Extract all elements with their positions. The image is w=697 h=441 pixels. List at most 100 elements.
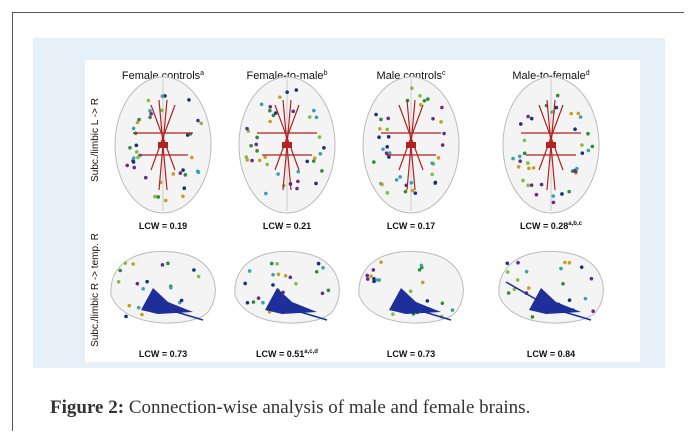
node-dot bbox=[430, 161, 434, 165]
node-dot bbox=[381, 147, 385, 151]
node-dot bbox=[284, 274, 288, 278]
node-dot bbox=[530, 117, 534, 121]
node-dot bbox=[308, 115, 312, 119]
node-dot bbox=[171, 172, 175, 176]
node-dot bbox=[386, 117, 390, 121]
node-dot bbox=[580, 265, 584, 269]
node-dot bbox=[264, 192, 268, 196]
node-dot bbox=[431, 117, 435, 121]
lcw-sup: a,c,d bbox=[304, 349, 318, 355]
node-dot bbox=[124, 261, 128, 265]
node-dot bbox=[319, 152, 323, 156]
lcw-label: LCW = 0.17 bbox=[387, 221, 435, 231]
node-dot bbox=[521, 179, 525, 183]
node-dot bbox=[132, 166, 136, 170]
node-dot bbox=[387, 135, 391, 139]
node-dot bbox=[313, 156, 317, 160]
lcw-value: LCW = 0.21 bbox=[263, 221, 311, 231]
node-dot bbox=[252, 300, 256, 304]
figure: Female controlsaFemale-to-malebMale cont… bbox=[0, 0, 697, 441]
node-dot bbox=[418, 94, 422, 98]
node-dot bbox=[161, 94, 165, 98]
node-dot bbox=[294, 282, 298, 286]
node-dot bbox=[527, 167, 531, 171]
node-dot bbox=[265, 163, 269, 167]
node-dot bbox=[246, 301, 250, 305]
node-dot bbox=[249, 144, 253, 148]
node-dot bbox=[161, 263, 165, 267]
node-dot bbox=[551, 194, 555, 198]
node-dot bbox=[137, 306, 141, 310]
node-dot bbox=[387, 155, 391, 159]
node-dot bbox=[118, 269, 122, 273]
node-dot bbox=[255, 136, 259, 140]
node-dot bbox=[164, 199, 168, 203]
node-dot bbox=[442, 132, 446, 136]
node-dot bbox=[506, 270, 510, 274]
node-dot bbox=[166, 262, 170, 266]
node-dot bbox=[179, 171, 183, 175]
node-dot bbox=[575, 167, 579, 171]
lcw-value: LCW = 0.17 bbox=[387, 221, 435, 231]
node-dot bbox=[580, 143, 584, 147]
node-dot bbox=[296, 170, 300, 174]
node-dot bbox=[437, 156, 441, 160]
node-dot bbox=[268, 105, 272, 109]
node-dot bbox=[581, 151, 585, 155]
node-dot bbox=[568, 298, 572, 302]
node-dot bbox=[535, 193, 539, 197]
node-dot bbox=[257, 296, 261, 300]
node-dot bbox=[244, 155, 248, 159]
node-dot bbox=[135, 144, 139, 148]
node-dot bbox=[378, 127, 382, 131]
node-dot bbox=[260, 103, 264, 107]
node-dot bbox=[391, 312, 395, 316]
node-dot bbox=[414, 191, 418, 195]
node-dot bbox=[314, 182, 318, 186]
node-dot bbox=[320, 169, 324, 173]
node-dot bbox=[372, 280, 376, 284]
node-dot bbox=[516, 278, 520, 282]
node-dot bbox=[527, 286, 531, 290]
node-dot bbox=[426, 299, 430, 303]
node-dot bbox=[128, 146, 132, 150]
lcw-sup: a,b,c bbox=[568, 221, 582, 227]
node-dot bbox=[296, 180, 300, 184]
node-dot bbox=[315, 116, 319, 120]
node-dot bbox=[423, 99, 427, 103]
node-dot bbox=[295, 88, 299, 92]
node-dot bbox=[192, 268, 196, 272]
node-dot bbox=[556, 94, 560, 98]
node-dot bbox=[147, 99, 151, 103]
node-dot bbox=[131, 262, 135, 266]
node-dot bbox=[568, 261, 572, 265]
node-dot bbox=[184, 173, 188, 177]
node-dot bbox=[579, 115, 583, 119]
node-dot bbox=[505, 261, 509, 265]
node-dot bbox=[518, 159, 522, 163]
node-dot bbox=[365, 274, 369, 278]
node-dot bbox=[318, 135, 322, 139]
node-dot bbox=[531, 315, 535, 319]
node-dot bbox=[132, 127, 136, 131]
node-dot bbox=[411, 189, 415, 193]
node-dot bbox=[410, 181, 414, 185]
node-dot bbox=[243, 282, 247, 286]
node-dot bbox=[117, 280, 121, 284]
lcw-label: LCW = 0.73 bbox=[139, 349, 187, 359]
node-dot bbox=[125, 164, 129, 168]
node-dot bbox=[366, 277, 370, 281]
node-dot bbox=[410, 86, 414, 90]
node-dot bbox=[153, 195, 157, 199]
node-dot bbox=[245, 127, 249, 131]
node-dot bbox=[372, 268, 376, 272]
node-dot bbox=[181, 195, 185, 199]
node-dot bbox=[305, 160, 309, 164]
node-dot bbox=[327, 288, 331, 292]
node-dot bbox=[254, 143, 258, 147]
lcw-label: LCW = 0.19 bbox=[139, 221, 187, 231]
node-dot bbox=[132, 160, 136, 164]
lcw-label: LCW = 0.21 bbox=[263, 221, 311, 231]
node-dot bbox=[418, 268, 422, 272]
node-dot bbox=[385, 145, 389, 149]
